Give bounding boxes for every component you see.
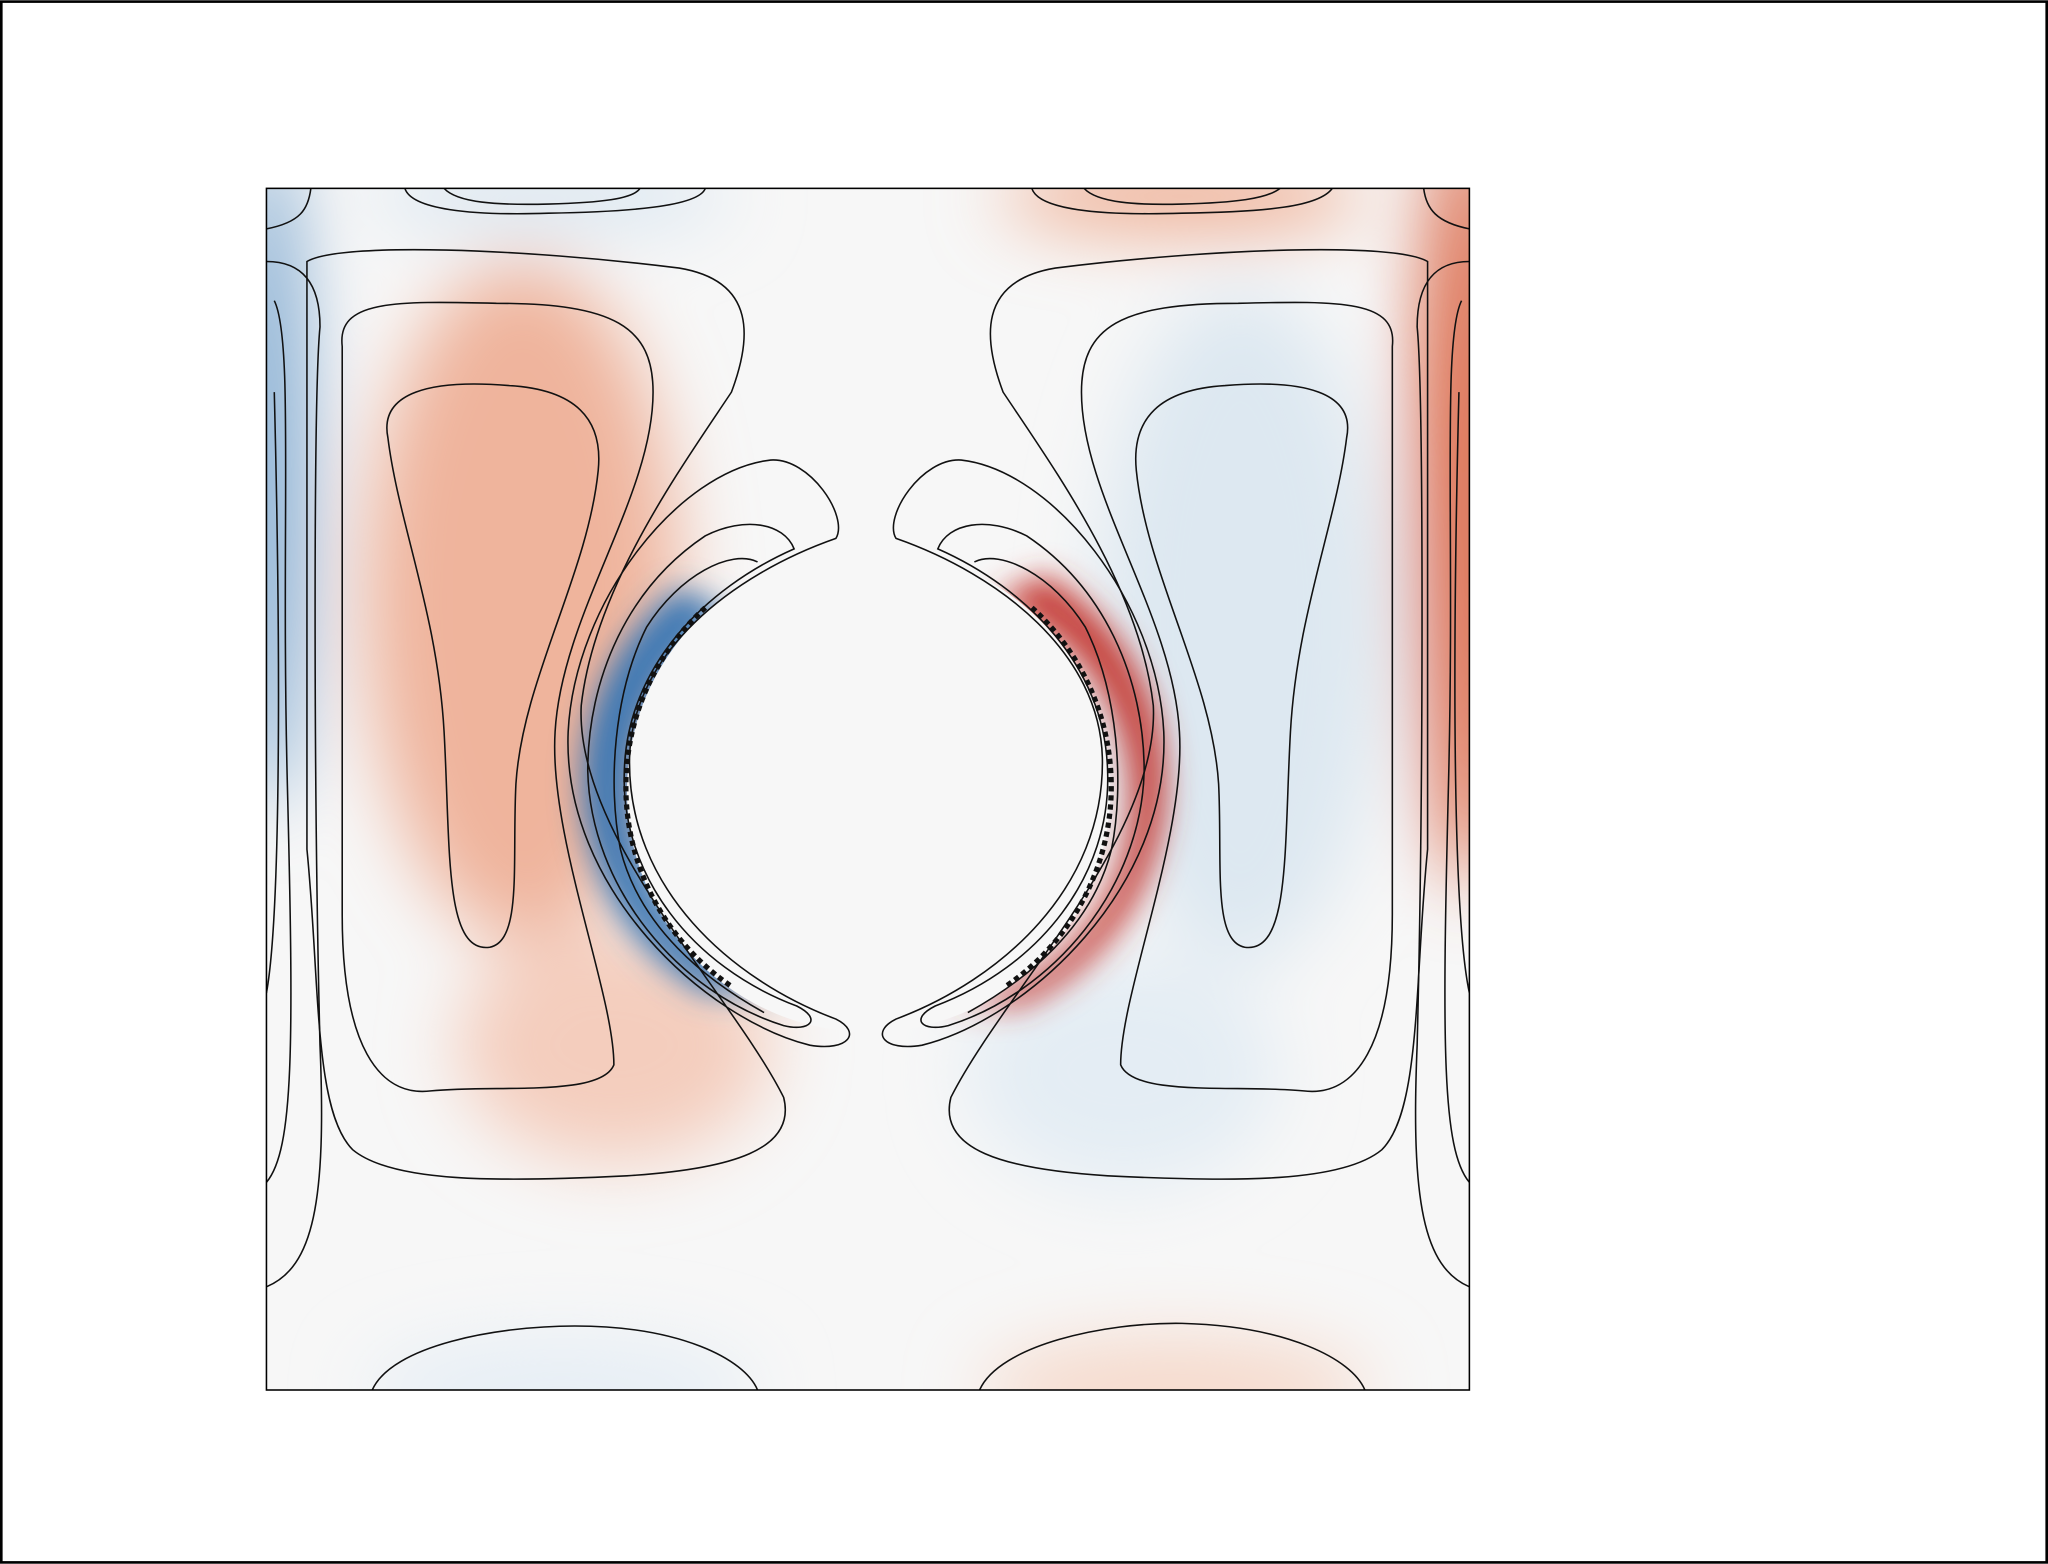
contour-field (266, 188, 1470, 1390)
contour-lines (266, 188, 1470, 1390)
wall-regions (581, 574, 1166, 1006)
cylinder (626, 548, 1111, 1033)
color-regions (266, 188, 1470, 1390)
plot-border (265, 187, 1471, 1391)
